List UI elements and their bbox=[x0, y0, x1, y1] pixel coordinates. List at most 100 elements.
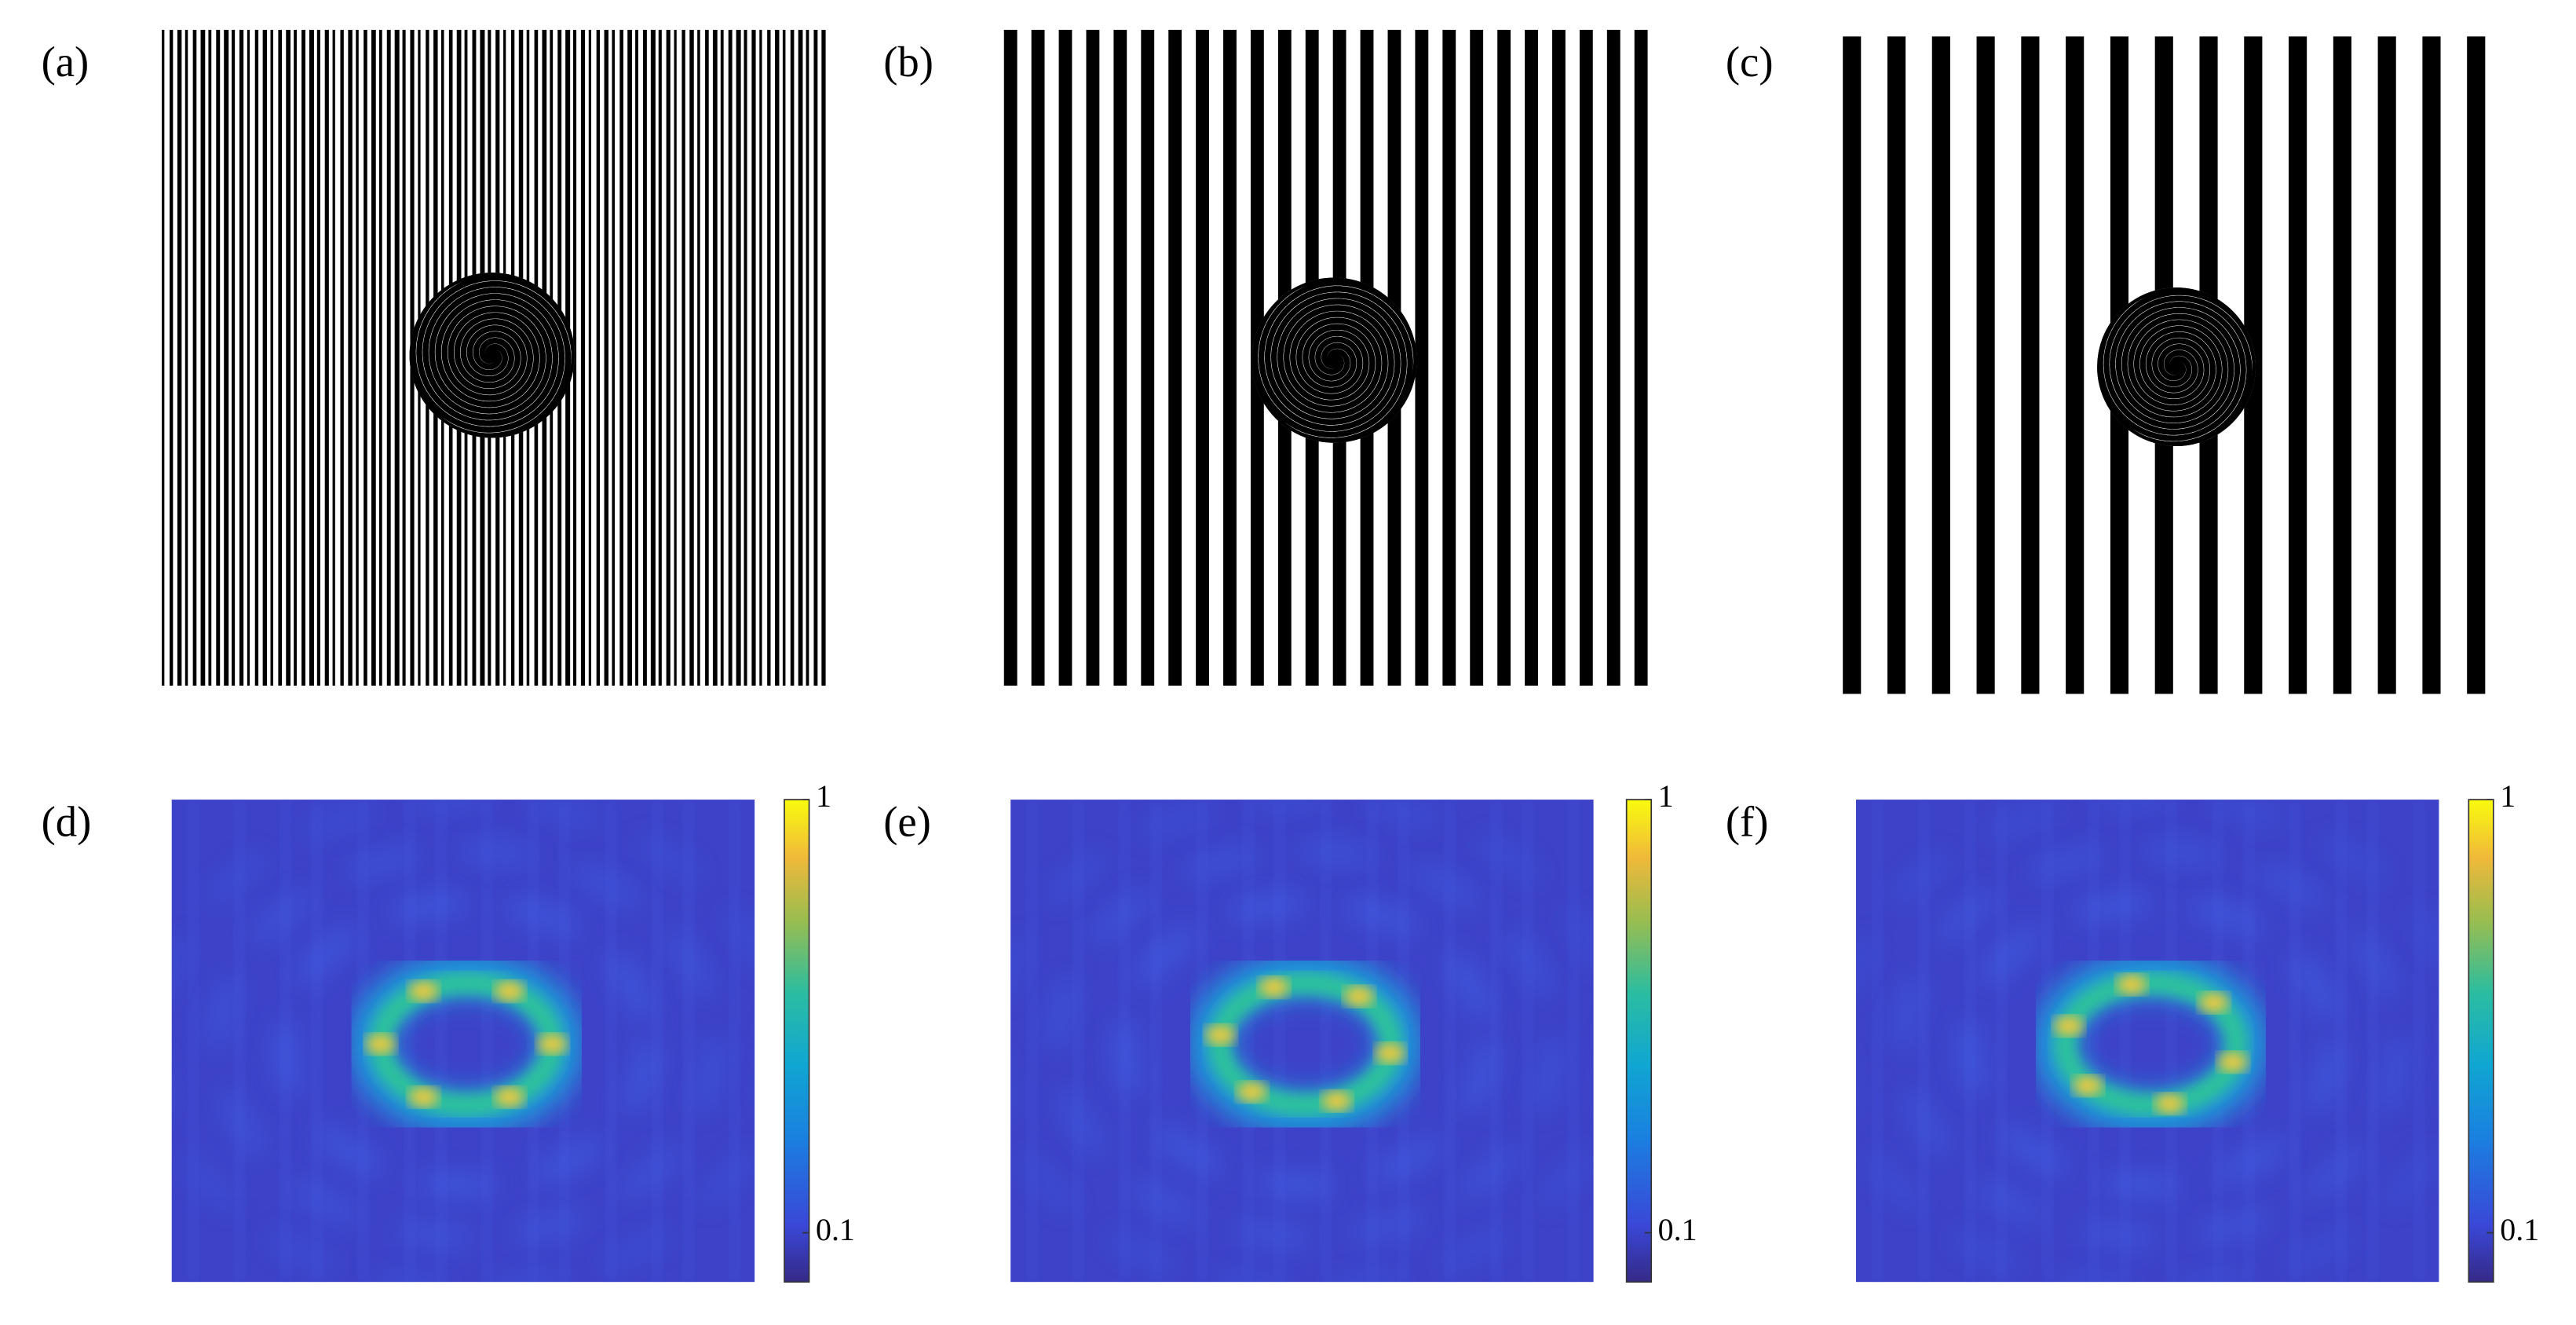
grating-stripe bbox=[2467, 36, 2486, 694]
grating-stripe bbox=[1976, 36, 1995, 694]
grating-stripe bbox=[658, 29, 662, 686]
grating-stripe bbox=[744, 29, 747, 686]
grating-stripe bbox=[364, 29, 367, 686]
spiral-arm bbox=[1251, 277, 1417, 443]
intensity-blob bbox=[537, 1034, 568, 1054]
grating-stripe bbox=[612, 29, 615, 686]
side-lobe bbox=[276, 894, 657, 1195]
intensity-blob bbox=[1321, 1091, 1352, 1111]
grating-stripe bbox=[1887, 36, 1906, 694]
grating-stripe bbox=[232, 29, 236, 686]
grating-stripe bbox=[775, 29, 780, 686]
heatmap-background bbox=[1856, 800, 2439, 1283]
intensity-blob bbox=[365, 1034, 396, 1054]
faint-stripe bbox=[436, 800, 446, 1283]
grating-stripe bbox=[1415, 29, 1429, 686]
intensity-blob bbox=[2073, 1075, 2103, 1096]
intensity-blob bbox=[408, 1087, 439, 1107]
intensity-blob bbox=[1343, 986, 1374, 1007]
grating-stripe bbox=[316, 29, 320, 686]
faint-stripe bbox=[1243, 800, 1254, 1283]
side-lobe bbox=[210, 842, 723, 1246]
grating-stripe bbox=[1086, 29, 1100, 686]
grating-stripe bbox=[650, 29, 656, 686]
colorbar bbox=[784, 799, 810, 1283]
faint-stripe bbox=[652, 800, 663, 1283]
grating-stripe bbox=[813, 29, 818, 686]
grating-stripe bbox=[751, 29, 756, 686]
faint-stripe bbox=[2212, 800, 2223, 1283]
grating-stripe bbox=[712, 29, 718, 686]
grating-stripe bbox=[356, 29, 359, 686]
grating-stripe bbox=[169, 29, 174, 686]
grating-stripe bbox=[270, 29, 274, 686]
grating-stripe bbox=[185, 29, 188, 686]
grating-stripe bbox=[798, 29, 803, 686]
grating-stripe bbox=[1606, 29, 1621, 686]
faint-stripe bbox=[1367, 800, 1378, 1283]
grating-stripe bbox=[580, 29, 586, 686]
faint-stripe bbox=[2088, 800, 2099, 1283]
panel: (c) bbox=[1726, 36, 2510, 694]
faint-stripe bbox=[1027, 800, 1037, 1283]
colorbar-tick-label: 0.1 bbox=[2500, 1212, 2539, 1247]
grating-stripe bbox=[1552, 29, 1566, 686]
spiral-arm bbox=[410, 273, 575, 438]
grating-stripe bbox=[790, 29, 795, 686]
colorbar-tick-label: 1 bbox=[1658, 778, 1674, 814]
faint-stripe bbox=[1150, 800, 1161, 1283]
intensity-blob bbox=[1205, 1025, 1236, 1045]
grating-stripe bbox=[247, 29, 250, 686]
spiral bbox=[1251, 277, 1417, 443]
grating-stripe bbox=[1843, 36, 1862, 694]
grating-stripe bbox=[2289, 36, 2307, 694]
grating-stripe bbox=[635, 29, 638, 686]
grating-stripe bbox=[588, 29, 592, 686]
grating-stripe bbox=[666, 29, 670, 686]
colorbar-tick-label: 0.1 bbox=[1658, 1212, 1697, 1247]
grating-stripe bbox=[309, 29, 314, 686]
faint-stripe bbox=[188, 800, 199, 1283]
grating-stripe bbox=[340, 29, 344, 686]
intensity-blob bbox=[2054, 1016, 2084, 1036]
spiral bbox=[2097, 287, 2256, 446]
heatmap bbox=[1010, 800, 1594, 1283]
faint-stripe bbox=[1073, 800, 1083, 1283]
intensity-blob bbox=[494, 981, 524, 1001]
spiral-edge bbox=[1251, 277, 1417, 443]
grating-stripe bbox=[689, 29, 694, 686]
faint-stripe bbox=[1569, 800, 1579, 1283]
faint-stripe bbox=[1918, 800, 1929, 1283]
faint-stripe bbox=[1445, 800, 1455, 1283]
faint-stripe bbox=[1873, 800, 1883, 1283]
grating-stripe bbox=[736, 29, 741, 686]
grating-stripe bbox=[294, 29, 297, 686]
panel-label: (e) bbox=[883, 797, 931, 845]
spiral-arm bbox=[2097, 287, 2256, 446]
faint-stripe bbox=[2337, 800, 2347, 1283]
faint-stripe bbox=[528, 800, 539, 1283]
grating-stripe bbox=[596, 29, 601, 686]
spiral-arm bbox=[409, 273, 575, 438]
grating-stripe bbox=[674, 29, 677, 686]
colorbar-tick-label: 0.1 bbox=[816, 1212, 855, 1247]
side-lobe bbox=[1960, 894, 2341, 1195]
faint-stripe bbox=[2413, 800, 2424, 1283]
spiral-edge bbox=[2097, 287, 2256, 446]
grating-stripe bbox=[332, 29, 335, 686]
intensity-blob bbox=[2198, 992, 2229, 1013]
side-lobe bbox=[1895, 842, 2407, 1246]
grating-stripe bbox=[162, 29, 165, 686]
grating-stripe bbox=[348, 29, 353, 686]
colorbar-tick-label: 1 bbox=[2500, 778, 2516, 814]
intensity-blob bbox=[2117, 974, 2147, 995]
grating-stripe bbox=[1223, 29, 1237, 686]
intensity-blob bbox=[494, 1087, 524, 1107]
grating-stripe bbox=[2377, 36, 2396, 694]
panel: (d) 0.1 1 bbox=[42, 778, 855, 1283]
faint-stripe bbox=[683, 800, 694, 1283]
faint-stripe bbox=[1522, 800, 1533, 1283]
panel-label: (a) bbox=[42, 38, 90, 86]
colorbar bbox=[2468, 799, 2494, 1283]
